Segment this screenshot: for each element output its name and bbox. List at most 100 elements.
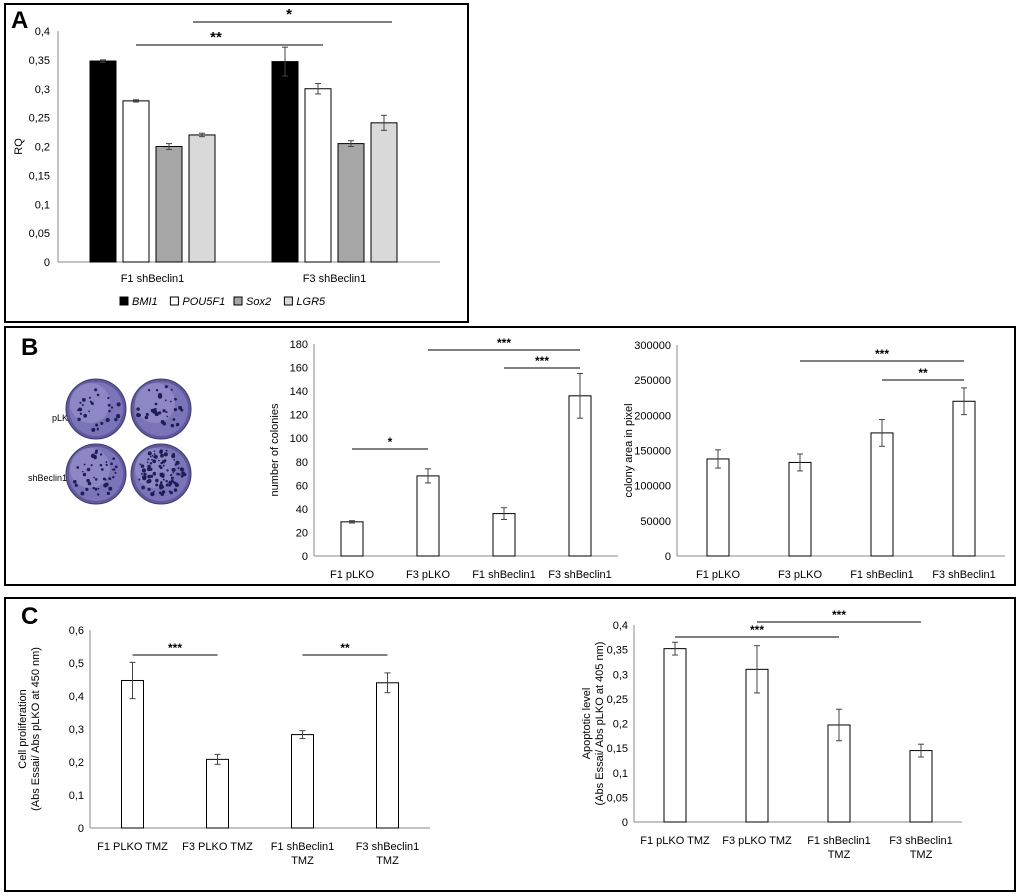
chart-rq-stem-markers: 0 0,05 0,1 0,15 0,2 0,25 0,3 0,35 0,4 RQ F1 shBecl… [13, 6, 440, 308]
colony-dot [78, 407, 83, 412]
colony-dot [146, 467, 151, 472]
y-axis-title-units: (Abs Essai/ Abs pLKO at 405 nm) [594, 642, 606, 806]
colony-dot [88, 410, 91, 413]
bar-sox2 [337, 143, 365, 263]
colony-dot [141, 485, 145, 490]
colony-dot [160, 474, 165, 478]
colony-dot [146, 461, 149, 464]
colony-dot [90, 464, 93, 467]
colony-dot [85, 487, 89, 491]
x-tick-label: F1 shBeclin1 [807, 835, 871, 847]
colony-dot [139, 463, 142, 466]
legend-entry: BMI1 [132, 296, 158, 308]
colony-dot [164, 399, 167, 402]
y-tick-label: 300000 [634, 340, 671, 352]
colony-dot [92, 486, 95, 490]
y-tick-label: 80 [296, 457, 308, 469]
colony-dot [81, 470, 84, 473]
y-tick-label: 200000 [634, 410, 671, 422]
colony-dot [140, 472, 143, 475]
petri-dish-highlight [70, 448, 110, 488]
colony-dot [153, 454, 158, 459]
colony-dish-photo [65, 378, 192, 505]
colony-dot [160, 492, 164, 497]
colony-dot [173, 408, 178, 412]
colony-dot [168, 490, 172, 493]
petri-dish-highlight [70, 383, 110, 423]
colony-dot [153, 450, 156, 452]
x-tick-label: TMZ [291, 855, 314, 867]
colony-dot [94, 487, 98, 491]
chart-number-of-colonies: 0 20 40 60 80 100 120 140 160 180 F1 pLKO F3 pLKO F1… [269, 336, 618, 581]
colony-dot [82, 472, 87, 477]
y-tick-label: 0,35 [29, 55, 50, 67]
colony-dot [89, 400, 93, 403]
y-tick-label: 0,4 [35, 26, 50, 38]
colony-dot [169, 473, 173, 477]
y-tick-label: 0 [622, 817, 628, 829]
y-tick-label: 100 [290, 433, 308, 445]
colony-dot [153, 473, 156, 476]
colony-dot [146, 479, 151, 484]
significance-label: * [388, 435, 393, 449]
colony-dot [162, 464, 165, 467]
colony-dot [80, 491, 85, 496]
colony-dot [177, 467, 180, 470]
colony-dot [152, 459, 157, 464]
colony-dot [147, 487, 151, 492]
colony-dot [159, 466, 163, 470]
y-tick-label: 0 [44, 257, 50, 269]
y-tick-label: 0 [78, 823, 84, 835]
x-tick-label: F3 shBeclin1 [548, 569, 612, 581]
bar-sox2 [155, 146, 183, 263]
colony-dot [144, 415, 149, 420]
colony-dot [182, 468, 185, 471]
x-tick-label: F1 shBeclin1 [472, 569, 536, 581]
legend-entry: POU5F1 [182, 296, 225, 308]
colony-dot [94, 388, 98, 392]
bar [663, 648, 687, 823]
colony-dot [149, 462, 153, 465]
colony-dot [96, 493, 100, 496]
y-tick-label: 0,1 [35, 199, 50, 211]
colony-dot [160, 472, 164, 475]
colony-dot [171, 454, 176, 459]
x-tick-label: F1 pLKO TMZ [640, 835, 710, 847]
panel-c-letter: C [21, 603, 39, 630]
significance-label: *** [168, 641, 182, 655]
y-tick-label: 150000 [634, 446, 671, 458]
colony-dot [161, 490, 166, 494]
y-tick-label: 0,35 [607, 645, 628, 657]
y-tick-label: 250000 [634, 375, 671, 387]
y-axis-title: colony area in pixel [623, 403, 635, 497]
y-tick-label: 50000 [640, 516, 671, 528]
colony-dot [173, 488, 178, 492]
colony-dot [169, 400, 172, 403]
x-tick-label: F3 pLKO TMZ [722, 835, 792, 847]
colony-dot [158, 485, 164, 490]
bar-pou5f1 [304, 88, 332, 263]
significance-label: *** [875, 347, 889, 361]
colony-dot [108, 477, 112, 481]
colony-dot [108, 486, 113, 491]
y-axis-title: Cell proliferation [17, 689, 29, 768]
colony-dot [86, 478, 90, 483]
colony-dot [157, 411, 162, 415]
y-tick-label: 100000 [634, 481, 671, 493]
colony-dot [163, 452, 168, 457]
colony-dot [171, 467, 176, 472]
colony-dot [105, 463, 108, 467]
legend-swatch [169, 296, 179, 306]
colony-dot [170, 388, 173, 391]
colony-dot [83, 463, 86, 466]
colony-dot [140, 464, 145, 468]
colony-dot [176, 472, 180, 476]
colony-dot [162, 409, 166, 413]
colony-dot [116, 402, 121, 407]
colony-dot [158, 459, 160, 462]
y-tick-label: 180 [290, 339, 308, 351]
colony-dot [155, 483, 159, 487]
colony-dot [153, 453, 156, 455]
colony-dot [73, 479, 77, 484]
